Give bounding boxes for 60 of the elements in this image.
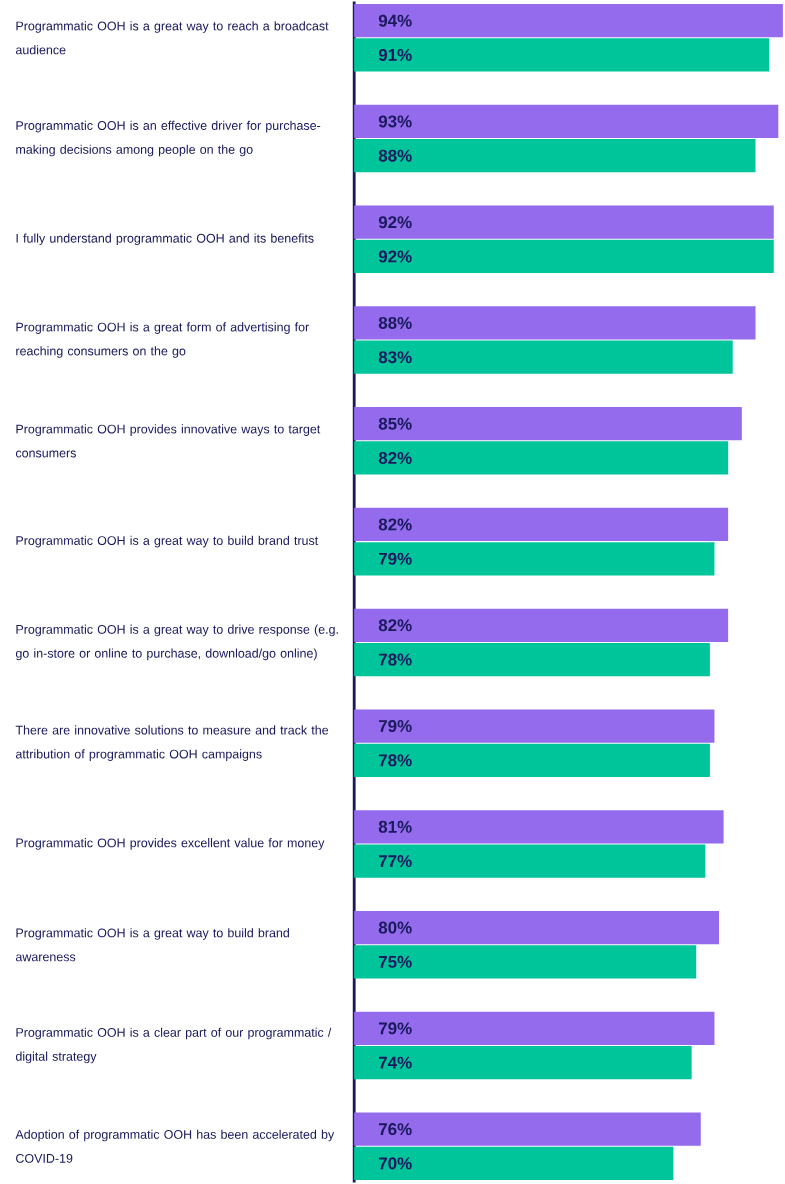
data-label: 92% — [378, 250, 412, 263]
y-tick-label: Programmatic OOH is an effective driver for purchase-making decisions among people on the go — [16, 120, 321, 157]
bar — [354, 441, 729, 475]
y-tick-label: I fully understand programmatic OOH and its benefits — [16, 233, 314, 246]
bar — [354, 709, 715, 743]
bar — [354, 139, 756, 173]
bar — [354, 810, 724, 844]
bar — [354, 1146, 674, 1180]
data-label: 82% — [378, 619, 412, 632]
data-label: 92% — [378, 216, 412, 229]
y-tick-label: Programmatic OOH is a great way to build brand awareness — [15, 928, 289, 962]
y-tick-label: Programmatic OOH is a great way to drive response (e.g. go in-store or online to purchase, download/go online) — [15, 624, 338, 661]
data-label: 93% — [378, 115, 412, 128]
data-label: 80% — [378, 921, 412, 934]
data-label: 85% — [378, 417, 412, 430]
data-label: 74% — [378, 1056, 412, 1069]
data-label: 70% — [378, 1157, 412, 1170]
data-label: 94% — [378, 14, 412, 27]
bar — [354, 1045, 692, 1080]
bar — [354, 507, 729, 542]
bar — [354, 542, 715, 576]
bar — [354, 239, 774, 274]
y-tick-label: Adoption of programmatic OOH has been accelerated by COVID-19 — [15, 1129, 335, 1163]
bar — [354, 844, 706, 878]
data-label: 88% — [378, 316, 412, 329]
y-tick-label: There are innovative solutions to measure and track the attribution of programmatic OOH campaigns — [15, 725, 329, 761]
data-label: 78% — [378, 754, 412, 767]
bar — [354, 743, 710, 777]
bar — [354, 1011, 715, 1045]
bar — [354, 642, 710, 677]
data-label: 91% — [378, 48, 412, 61]
data-label: 79% — [378, 720, 412, 733]
data-label: 88% — [378, 149, 412, 162]
y-tick-label: Programmatic OOH is a clear part of our programmatic / digital strategy — [15, 1027, 332, 1064]
bar — [354, 4, 783, 38]
bar — [354, 407, 742, 441]
data-label: 79% — [378, 1022, 412, 1035]
bar — [354, 608, 729, 642]
bar — [354, 945, 697, 979]
y-tick-label: Programmatic OOH is a great way to reach a broadcast audience — [15, 21, 329, 55]
data-label: 78% — [378, 653, 412, 666]
data-label: 79% — [378, 552, 412, 565]
bar — [354, 1112, 701, 1146]
y-tick-label: Programmatic OOH is a great way to build brand trust — [16, 535, 319, 548]
y-tick-label: Programmatic OOH provides innovative ways to target consumers — [15, 424, 321, 458]
bar — [354, 38, 770, 72]
data-label: 82% — [378, 451, 412, 464]
data-label: 75% — [378, 955, 412, 968]
y-tick-label: Programmatic OOH provides excellent value for money — [16, 838, 325, 850]
bar — [354, 340, 733, 374]
bar — [354, 104, 779, 139]
bar — [354, 910, 720, 945]
data-label: 77% — [378, 855, 412, 868]
data-label: 76% — [378, 1123, 412, 1136]
data-label: 82% — [378, 518, 412, 531]
bar — [354, 306, 756, 340]
data-label: 83% — [378, 351, 412, 364]
bar — [354, 205, 774, 239]
data-label: 81% — [378, 820, 412, 833]
y-tick-label: Programmatic OOH is a great form of advertising for reaching consumers on the go — [16, 322, 309, 358]
